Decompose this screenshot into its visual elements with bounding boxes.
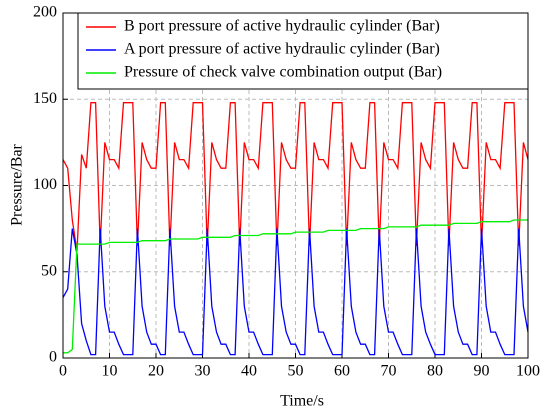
legend-box <box>77 12 529 90</box>
series-line <box>62 228 529 356</box>
x-tick-label: 80 <box>427 363 443 380</box>
y-tick-label: 100 <box>33 176 57 193</box>
x-axis-label: Time/s <box>280 393 324 410</box>
legend-label: B port pressure of active hydraulic cyli… <box>124 18 440 35</box>
legend-label: A port pressure of active hydraulic cyli… <box>124 41 440 58</box>
x-tick-label: 0 <box>59 363 67 380</box>
x-tick-label: 70 <box>381 363 397 380</box>
series-line <box>62 102 529 252</box>
y-tick-label: 200 <box>33 4 57 21</box>
series-line <box>63 219 528 354</box>
x-tick-label: 40 <box>241 363 257 380</box>
y-tick-label: 150 <box>33 90 57 107</box>
y-axis-label: Pressure/Bar <box>9 143 26 225</box>
x-tick-label: 90 <box>474 363 490 380</box>
x-tick-label: 60 <box>334 363 350 380</box>
y-tick-label: 0 <box>49 349 57 366</box>
legend-label: Pressure of check valve combination outp… <box>124 64 442 81</box>
x-tick-label: 100 <box>516 363 540 380</box>
y-tick-label: 50 <box>41 262 57 279</box>
x-tick-label: 50 <box>288 363 304 380</box>
x-tick-label: 20 <box>148 363 164 380</box>
x-tick-label: 30 <box>195 363 211 380</box>
x-tick-label: 10 <box>102 363 118 380</box>
